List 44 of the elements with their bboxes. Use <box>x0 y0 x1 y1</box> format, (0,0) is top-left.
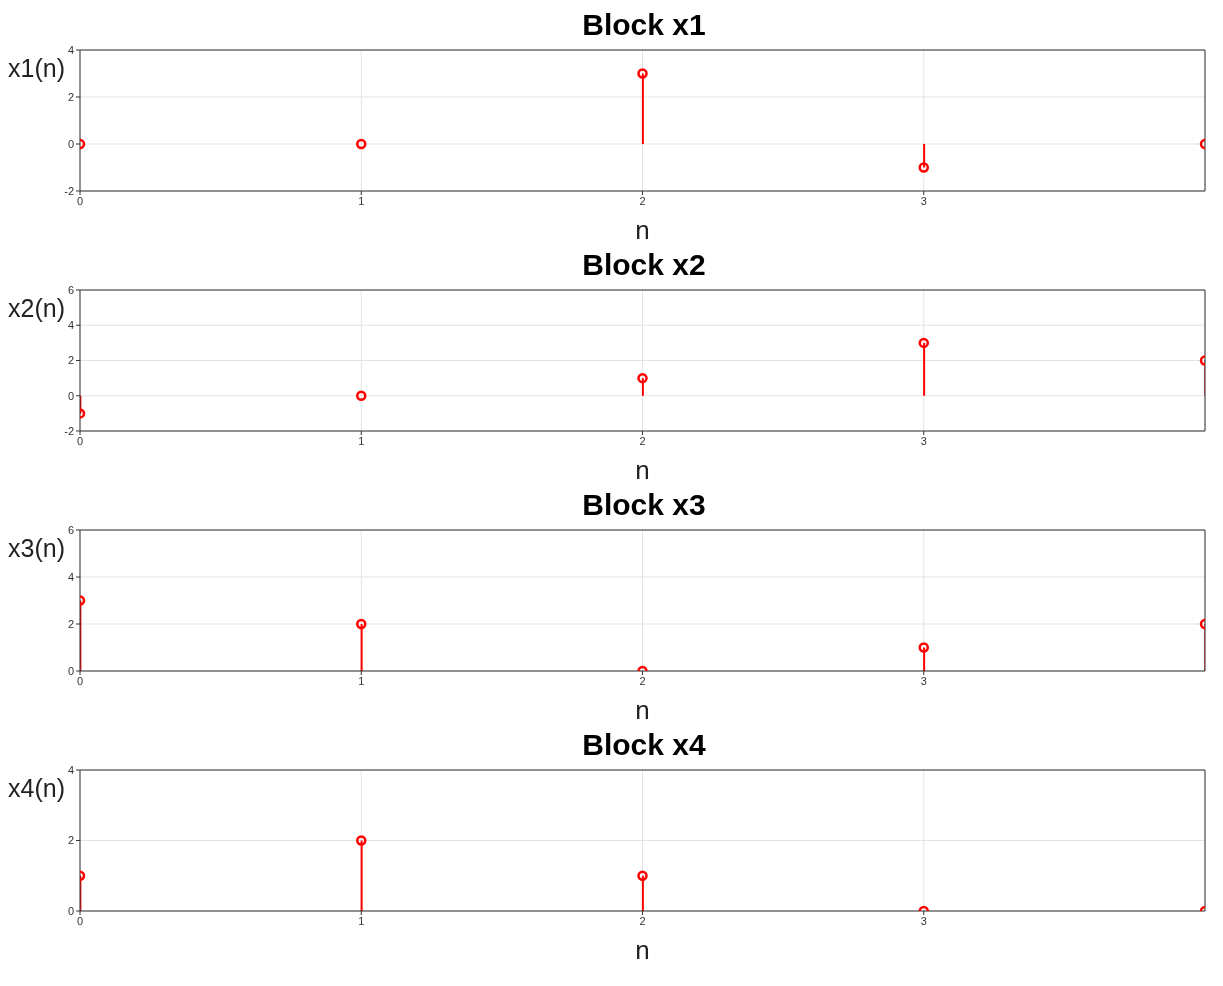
y-tick-label: 4 <box>67 319 74 332</box>
y-tick-label: -2 <box>64 424 74 437</box>
y-axis-title: x2(n) <box>8 294 65 323</box>
y-tick-label: 0 <box>67 904 74 917</box>
x-tick-label: 2 <box>639 434 646 447</box>
x-tick-label: 1 <box>358 914 365 927</box>
y-tick-label: 2 <box>67 354 74 367</box>
x-tick-label: 1 <box>358 434 365 447</box>
y-tick-label: 2 <box>67 834 74 847</box>
chart-title: Block x3 <box>581 488 707 523</box>
chart-title: Block x4 <box>581 728 707 763</box>
y-tick-label: 2 <box>67 90 74 103</box>
y-tick-label: 0 <box>67 137 74 150</box>
x-tick-label: 2 <box>639 914 646 927</box>
x-tick-label: 2 <box>639 674 646 687</box>
x-axis-title: n <box>635 455 650 485</box>
x-tick-label: 3 <box>920 914 927 927</box>
x-tick-label: 1 <box>358 194 365 207</box>
y-tick-label: 6 <box>67 283 74 296</box>
x-axis-title: n <box>635 695 650 725</box>
x-tick-label: 3 <box>920 434 927 447</box>
y-tick-label: 0 <box>67 389 74 402</box>
y-tick-label: 4 <box>67 763 74 776</box>
chart-title: Block x2 <box>581 248 707 283</box>
x-tick-label: 0 <box>76 674 84 687</box>
x-axis-title: n <box>635 215 650 245</box>
y-tick-label: 2 <box>67 617 74 630</box>
y-tick-label: 4 <box>67 43 74 56</box>
x-axis-title: n <box>635 935 650 965</box>
y-axis-title: x3(n) <box>8 534 65 563</box>
y-axis-title: x4(n) <box>8 774 65 803</box>
x-tick-label: 1 <box>358 674 365 687</box>
x-tick-label: 2 <box>639 194 646 207</box>
y-axis-title: x1(n) <box>8 54 65 83</box>
y-tick-label: 6 <box>67 523 74 536</box>
x-tick-label: 0 <box>76 914 84 927</box>
x-tick-label: 0 <box>76 434 84 447</box>
x-tick-label: 3 <box>920 674 927 687</box>
x-tick-label: 0 <box>76 194 84 207</box>
y-tick-label: -2 <box>64 184 74 197</box>
y-tick-label: 0 <box>67 664 74 677</box>
chart-title: Block x1 <box>581 8 707 43</box>
x-tick-label: 3 <box>920 194 927 207</box>
y-tick-label: 4 <box>67 570 74 583</box>
